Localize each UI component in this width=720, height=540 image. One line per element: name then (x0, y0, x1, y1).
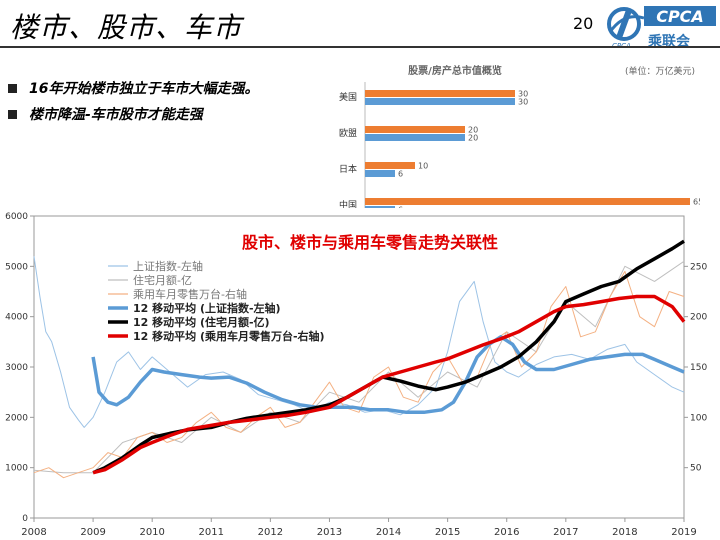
title-divider (0, 46, 720, 48)
y-right-tick-label: 50 (690, 464, 702, 474)
correlation-line-chart: 股市、楼市与乘用车零售走势关联性 2008 2009 2010 2011 2012 201… (0, 208, 720, 540)
y-left-tick-label: 4000 (5, 313, 28, 323)
x-tick-label: 2017 (553, 527, 578, 538)
bar-value-label: 20 (468, 126, 478, 135)
y-left-tick-label: 6000 (5, 212, 28, 222)
bar-value-label: 10 (418, 162, 428, 171)
y-left-tick-label: 0 (22, 514, 28, 524)
y-left-tick-label: 2000 (5, 413, 28, 423)
bar-mark (365, 134, 465, 141)
y-right-tick-label: 150 (690, 363, 707, 373)
x-tick-label: 2014 (376, 527, 401, 538)
x-tick-label: 2015 (435, 527, 460, 538)
bar-category-label: 欧盟 (339, 127, 357, 139)
legend-label: 住宅月额-亿 (133, 273, 192, 287)
bullet-square-icon (8, 109, 17, 119)
y-left-tick-label: 3000 (5, 363, 28, 373)
x-tick-label: 2016 (494, 527, 519, 538)
page-number: 20 (573, 14, 594, 33)
line-chart-title: 股市、楼市与乘用车零售走势关联性 (242, 233, 498, 252)
x-tick-label: 2019 (671, 527, 696, 538)
bullet-list: 16年开始楼市独立于车市大幅走强。 楼市降温-车市股市才能走强 (8, 78, 258, 130)
bar-mark (365, 90, 515, 97)
x-tick-label: 2010 (139, 527, 164, 538)
y-left-tick-label: 5000 (5, 262, 28, 272)
bar-chart-unit: (单位：万亿美元) (625, 65, 695, 77)
raw-series-line (33, 256, 685, 428)
bullet-item: 16年开始楼市独立于车市大幅走强。 (8, 78, 258, 98)
legend-label: 12 移动平均 (乘用车月零售万台-右轴) (133, 329, 325, 343)
x-tick-label: 2009 (80, 527, 105, 538)
cpca-logo: CPCA CPCA 乘联会 (607, 6, 716, 50)
bar-mark (365, 170, 395, 177)
bar-category-label: 日本 (339, 163, 357, 175)
bar-value-label: 30 (518, 98, 528, 107)
x-tick-label: 2011 (199, 527, 224, 538)
bar-mark (365, 98, 515, 105)
x-tick-label: 2008 (21, 527, 46, 538)
y-right-tick-label: 250 (690, 262, 707, 272)
bullet-text: 16年开始楼市独立于车市大幅走强。 (29, 81, 259, 97)
legend-label: 乘用车月零售万台-右轴 (133, 287, 247, 301)
bar-value-label: 30 (518, 90, 528, 99)
slide-title: 楼市、股市、车市 (10, 11, 243, 44)
moving-average-line (91, 335, 685, 415)
logo-text: CPCA (656, 7, 704, 26)
moving-average-line (92, 294, 686, 475)
bar-mark (365, 162, 415, 169)
bar-mark (365, 126, 465, 133)
bar-value-label: 20 (468, 134, 478, 143)
legend-label: 上证指数-左轴 (133, 259, 203, 273)
legend-label: 12 移动平均 (上证指数-左轴) (133, 301, 281, 315)
cpca-swoosh-icon (607, 7, 645, 41)
bar-mark (365, 198, 690, 205)
logo-subtext: 乘联会 (647, 33, 691, 50)
bullet-text: 楼市降温-车市股市才能走强 (29, 107, 203, 123)
raw-series-line (33, 270, 685, 479)
x-tick-label: 2013 (317, 527, 342, 538)
bar-category-label: 美国 (339, 91, 357, 103)
bar-value-label: 65 (693, 198, 700, 207)
x-tick-label: 2018 (612, 527, 637, 538)
bar-value-label: 6 (398, 170, 403, 179)
y-left-tick-label: 1000 (5, 464, 28, 474)
bullet-square-icon (8, 83, 17, 93)
legend-label: 12 移动平均 (住宅月额-亿) (133, 315, 270, 329)
y-right-tick-label: 100 (690, 413, 707, 423)
bullet-item: 楼市降温-车市股市才能走强 (8, 104, 258, 124)
x-tick-label: 2012 (258, 527, 283, 538)
bar-chart-title: 股票/房产总市值概览 (408, 64, 502, 77)
y-right-tick-label: 200 (690, 313, 707, 323)
